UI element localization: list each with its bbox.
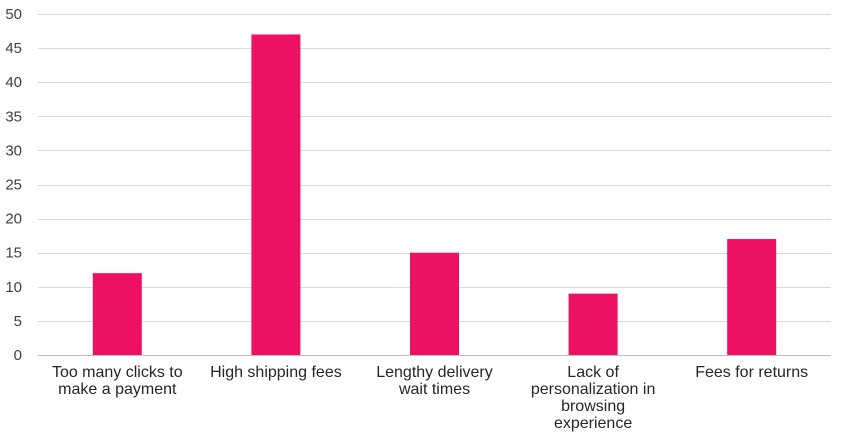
y-axis-tick-labels: 0 5 10 15 20 25 30 35 40 45 50 — [5, 6, 22, 364]
y-tick-label-30: 30 — [5, 142, 22, 159]
x-category-label-1: High shipping fees — [210, 364, 342, 381]
x-category-label-0: Too many clicks to make a payment — [52, 364, 183, 398]
bar-2 — [410, 252, 459, 355]
y-tick-label-20: 20 — [5, 211, 22, 228]
y-tick-label-15: 15 — [5, 245, 22, 262]
bar-4 — [727, 239, 777, 355]
bar-1 — [251, 34, 301, 356]
bar-0 — [92, 273, 142, 355]
x-category-label-2: Lengthy delivery wait times — [376, 364, 493, 398]
gridlines — [38, 14, 831, 322]
bars — [92, 34, 777, 356]
y-tick-label-5: 5 — [14, 313, 22, 330]
y-tick-label-45: 45 — [5, 40, 22, 57]
y-tick-label-50: 50 — [5, 6, 22, 23]
x-category-label-3: Lack of personalization in browsing experie… — [531, 364, 656, 432]
y-tick-label-0: 0 — [14, 347, 22, 364]
y-tick-label-35: 35 — [5, 108, 22, 125]
y-tick-label-25: 25 — [5, 177, 22, 194]
x-axis-category-labels: Too many clicks to make a payment High shi… — [52, 364, 808, 432]
x-category-label-4: Fees for returns — [695, 364, 808, 381]
bar-3 — [568, 293, 618, 355]
y-tick-label-40: 40 — [5, 74, 22, 91]
y-tick-label-10: 10 — [5, 279, 22, 296]
